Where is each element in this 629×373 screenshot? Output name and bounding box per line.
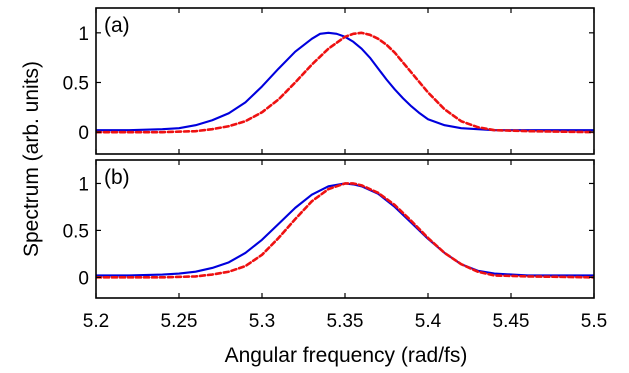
x-axis-title: Angular frequency (rad/fs) — [225, 344, 468, 367]
panel-b-y-tick-label: 1 — [78, 174, 89, 195]
panel-a-solid-line — [96, 31, 594, 132]
x-tick-label: 5.25 — [161, 311, 198, 332]
panel-b-y-tick-label: 0 — [78, 268, 89, 289]
x-axis-ticks: 5.2 5.25 5.3 5.35 5.4 5.45 5.5 — [83, 311, 607, 332]
x-tick-label: 5.45 — [493, 311, 530, 332]
panel-a-label: (a) — [104, 14, 130, 37]
panel-a-y-tick-label: 1 — [78, 24, 89, 45]
panel-b: 0 0.5 1 (b) — [63, 159, 595, 299]
panel-b-label: (b) — [104, 166, 130, 189]
panel-a: 0 0.5 1 (a) — [63, 7, 595, 155]
x-tick-label: 5.5 — [581, 311, 607, 332]
panel-a-dashed-line — [96, 31, 594, 134]
panel-a-y-tick-label: 0.5 — [63, 73, 89, 94]
y-axis-title: Spectrum (arb. units) — [20, 61, 43, 257]
panel-b-dashed-line — [96, 182, 594, 279]
x-tick-label: 5.2 — [83, 311, 109, 332]
panel-a-y-tick-label: 0 — [78, 123, 89, 144]
x-tick-label: 5.3 — [249, 311, 275, 332]
x-tick-label: 5.4 — [415, 311, 442, 332]
panel-b-solid-line — [96, 182, 594, 277]
panel-b-y-tick-label: 0.5 — [63, 221, 89, 242]
x-tick-label: 5.35 — [327, 311, 364, 332]
